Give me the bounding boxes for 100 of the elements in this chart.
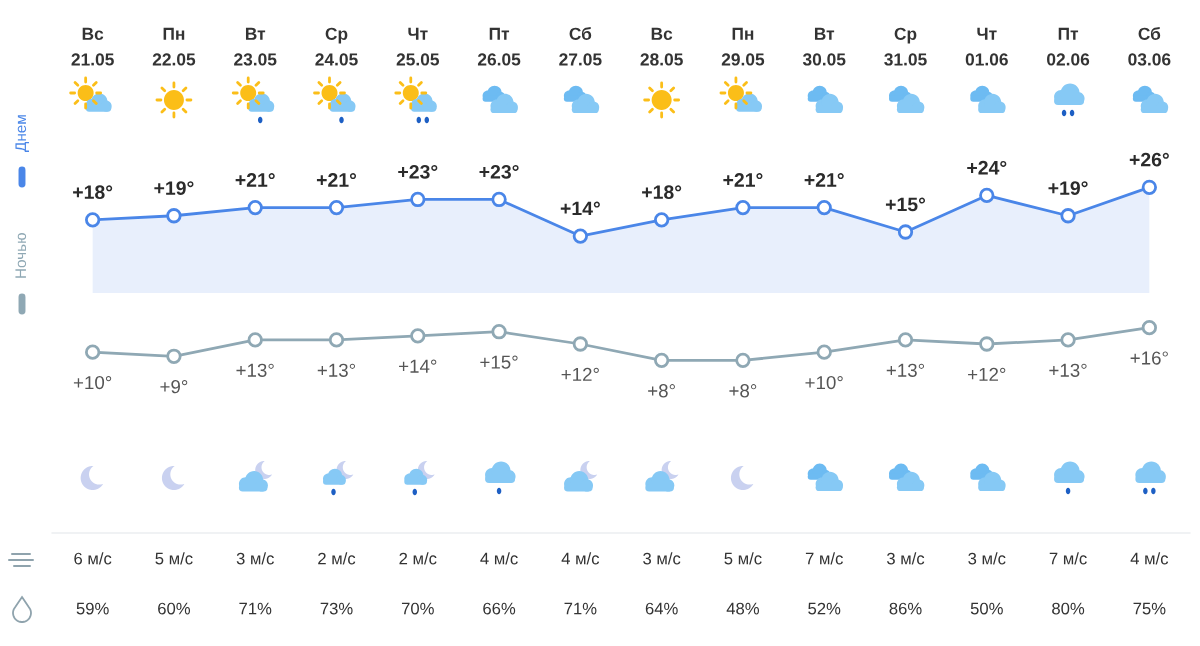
text: 50% bbox=[970, 602, 1003, 615]
data-label: +13° bbox=[317, 363, 356, 377]
data-label: +9° bbox=[160, 380, 188, 394]
data-label: +26° bbox=[1129, 152, 1169, 167]
data-label: +23° bbox=[479, 164, 519, 179]
point bbox=[654, 352, 670, 368]
point bbox=[85, 344, 101, 360]
point bbox=[816, 344, 832, 360]
text: 48% bbox=[726, 602, 760, 615]
text: 7 м/с bbox=[805, 552, 843, 565]
x-tick-label: Вс 28.05 bbox=[640, 27, 683, 66]
text: 2 м/с bbox=[399, 552, 437, 565]
text: 75% bbox=[1133, 602, 1166, 615]
point bbox=[1141, 179, 1157, 195]
data-label: +14° bbox=[399, 359, 437, 373]
data-label: +21° bbox=[723, 173, 763, 187]
data-label: +8° bbox=[648, 384, 675, 398]
point bbox=[247, 332, 263, 348]
point bbox=[166, 348, 182, 364]
text: 60% bbox=[158, 602, 191, 615]
x-tick-label: Сб 27.05 bbox=[559, 27, 602, 66]
point bbox=[410, 328, 426, 344]
x-tick-label: Вс 21.05 bbox=[71, 27, 114, 66]
text: 66% bbox=[483, 602, 516, 615]
data-label: +8° bbox=[729, 384, 757, 398]
point bbox=[572, 228, 588, 244]
point bbox=[328, 332, 345, 348]
text: 86% bbox=[889, 602, 922, 615]
point bbox=[328, 199, 345, 216]
x-tick-label: Сб 03.06 bbox=[1128, 27, 1171, 66]
point bbox=[572, 336, 588, 352]
x-tick-label: Пт 02.06 bbox=[1047, 27, 1090, 66]
text: 71% bbox=[564, 602, 597, 615]
text: 3 м/с bbox=[236, 552, 274, 565]
text: 6 м/с bbox=[74, 552, 112, 565]
text: 3 м/с bbox=[968, 552, 1006, 565]
text: Ночью bbox=[15, 233, 27, 278]
point bbox=[85, 212, 101, 228]
point bbox=[1060, 208, 1076, 224]
data-label: +16° bbox=[1130, 351, 1168, 365]
data-label: +19° bbox=[1048, 181, 1088, 195]
point bbox=[410, 191, 426, 208]
data-label: +21° bbox=[804, 173, 844, 187]
point bbox=[979, 187, 995, 204]
text: 52% bbox=[808, 602, 841, 615]
text: 73% bbox=[320, 602, 353, 615]
text: 2 м/с bbox=[318, 552, 356, 565]
point bbox=[1141, 320, 1157, 336]
point bbox=[654, 212, 670, 228]
point bbox=[897, 332, 914, 348]
data-label: +18° bbox=[642, 185, 682, 200]
point bbox=[735, 199, 751, 216]
text: 71% bbox=[239, 602, 272, 615]
text: 5 м/с bbox=[155, 552, 193, 565]
data-label: +13° bbox=[236, 363, 274, 377]
point bbox=[816, 199, 832, 216]
x-tick-label: Ср 24.05 bbox=[315, 27, 358, 66]
data-label: +12° bbox=[968, 367, 1006, 381]
text: 3 м/с bbox=[643, 552, 681, 565]
text: 4 м/с bbox=[480, 552, 518, 565]
data-label: +13° bbox=[1049, 363, 1087, 377]
x-tick-label: Чт 25.05 bbox=[396, 27, 440, 66]
text: 70% bbox=[401, 602, 434, 615]
data-label: +15° bbox=[480, 355, 518, 369]
data-label: +10° bbox=[73, 375, 112, 390]
point bbox=[1060, 332, 1076, 348]
x-tick-label: Пн 29.05 bbox=[721, 27, 765, 66]
data-label: +24° bbox=[967, 160, 1007, 175]
point bbox=[979, 336, 995, 352]
point bbox=[491, 191, 507, 208]
point bbox=[735, 352, 751, 368]
data-label: +21° bbox=[235, 173, 275, 187]
data-label: +18° bbox=[73, 185, 113, 200]
data-label: +10° bbox=[805, 375, 843, 390]
data-label: +21° bbox=[316, 173, 357, 187]
x-tick-label: Пн 22.05 bbox=[152, 27, 196, 66]
text: 80% bbox=[1052, 602, 1085, 615]
x-tick-label: Вт 23.05 bbox=[234, 27, 277, 66]
text: 5 м/с bbox=[724, 552, 762, 565]
x-tick-label: Ср 31.05 bbox=[884, 27, 927, 66]
text: 4 м/с bbox=[1130, 552, 1169, 565]
x-tick-label: Чт 01.06 bbox=[965, 27, 1008, 66]
text: 7 м/с bbox=[1049, 552, 1087, 565]
text: 64% bbox=[645, 602, 678, 615]
data-label: +12° bbox=[561, 367, 599, 381]
x-tick-label: Пт 26.05 bbox=[477, 27, 521, 66]
point bbox=[247, 199, 263, 216]
x-tick-label: Вт 30.05 bbox=[802, 27, 846, 66]
data-label: +13° bbox=[886, 363, 925, 377]
point bbox=[491, 324, 507, 340]
point bbox=[166, 208, 182, 224]
data-label: +15° bbox=[885, 197, 926, 212]
text: Днем bbox=[15, 115, 29, 152]
data-label: +14° bbox=[560, 201, 600, 216]
data-label: +19° bbox=[154, 181, 194, 195]
text: 4 м/с bbox=[561, 552, 600, 565]
text: 59% bbox=[76, 602, 109, 615]
text: 3 м/с bbox=[886, 552, 925, 565]
point bbox=[897, 224, 914, 240]
data-label: +23° bbox=[398, 164, 438, 179]
